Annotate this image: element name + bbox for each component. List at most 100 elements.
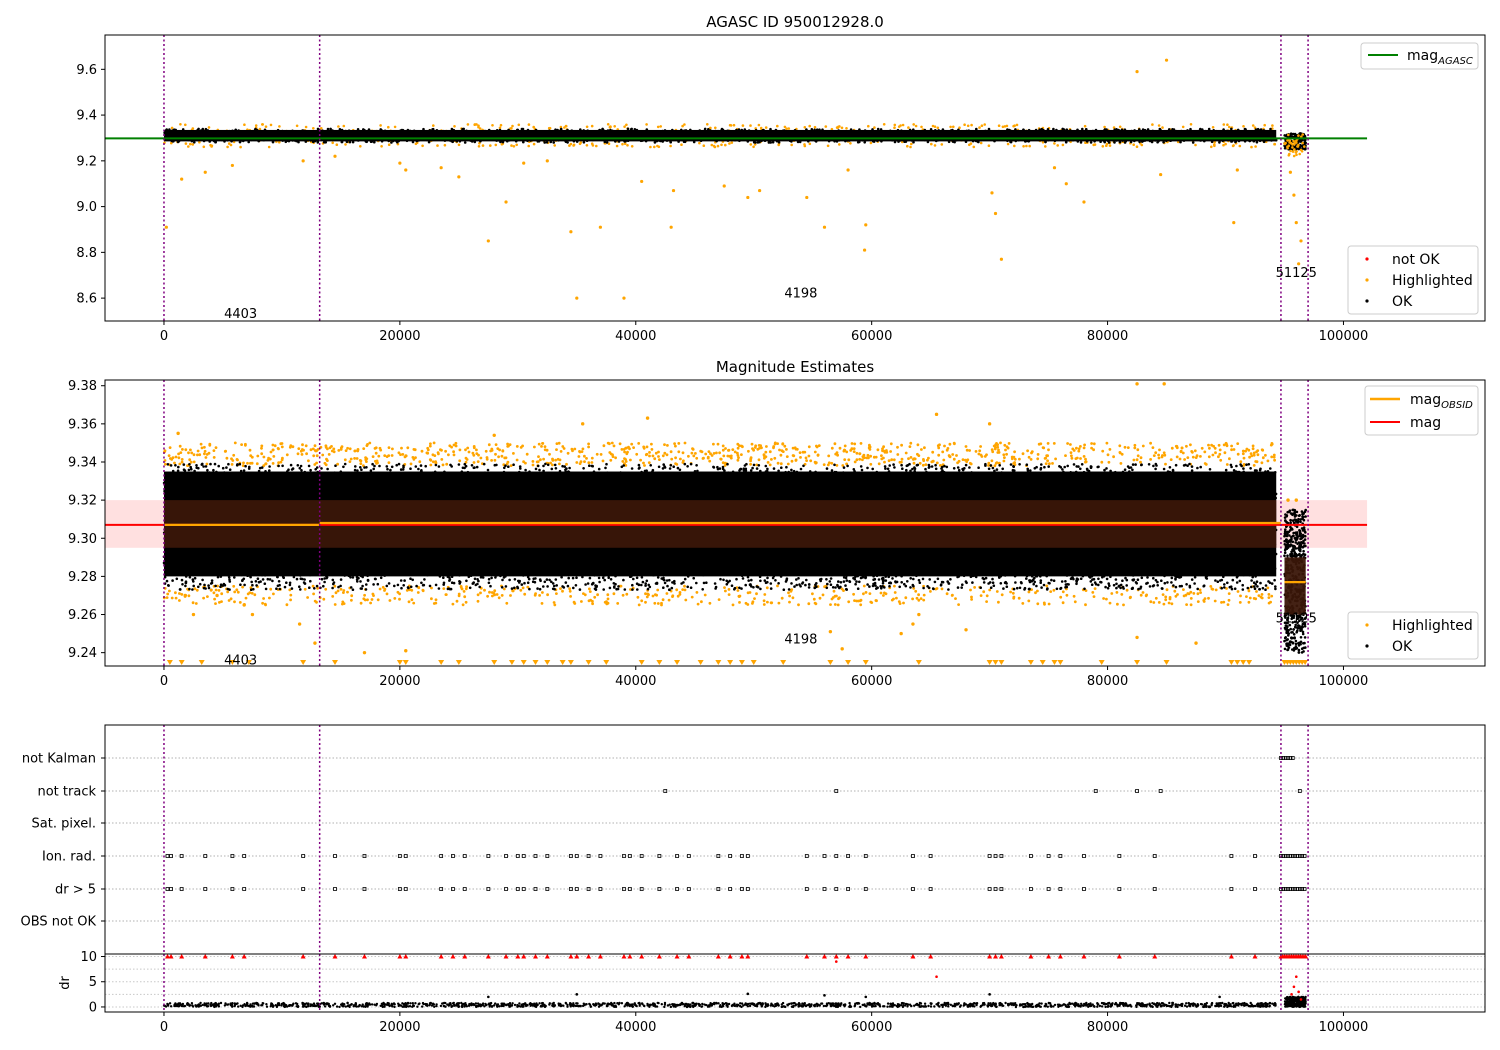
mag-highlighted-point [1255, 590, 1258, 593]
mag-highlighted-point [512, 452, 515, 455]
agasc-ok-point [849, 128, 853, 131]
agasc-ok-tail-point [1284, 134, 1288, 138]
mag-highlighted-point [246, 592, 250, 596]
mag-highlighted-point [855, 451, 859, 455]
mag-highlighted-point [677, 442, 681, 445]
agasc-ok-point [331, 129, 334, 132]
mag-highlighted-point [692, 454, 696, 458]
agasc-ok-point [429, 135, 433, 138]
mag-highlighted-point [1273, 458, 1276, 462]
mag-highlighted-point [430, 597, 433, 601]
mag-highlighted-point [1189, 597, 1193, 600]
mag-highlighted-point [666, 444, 669, 447]
mag-highlighted-point [407, 600, 411, 604]
agasc-highlighted-outlier [1159, 172, 1163, 177]
mag-highlighted-point [551, 463, 554, 467]
mag-ok-point [1079, 577, 1083, 580]
mag-highlighted-point [493, 589, 497, 593]
agasc-ok-point [889, 129, 892, 133]
mag-highlighted-point [727, 449, 730, 452]
mag-highlighted-point [644, 453, 648, 457]
agasc-highlighted-point [1061, 143, 1065, 147]
mag-highlighted-point [501, 449, 505, 453]
mag-highlighted-point [569, 595, 572, 598]
mag-highlighted-point [515, 445, 519, 448]
agasc-ok-point [599, 129, 603, 132]
mag-highlighted-point [869, 454, 872, 458]
agasc-ok-point [1064, 133, 1067, 136]
agasc-highlighted-point [790, 143, 793, 147]
mag-highlighted-point [708, 459, 712, 463]
mag-highlighted-point [210, 588, 213, 592]
agasc-ok-point [769, 127, 772, 131]
mag-highlighted-point [1077, 449, 1081, 453]
mag-highlighted-point [887, 459, 891, 463]
mag-ok-point [1160, 587, 1164, 590]
mag-highlighted-point [770, 601, 774, 605]
mag-highlighted-point [679, 457, 682, 461]
mag-highlighted-point [458, 448, 462, 452]
mag-highlighted-point [1251, 444, 1255, 448]
mag-highlighted-point [1230, 448, 1233, 452]
agasc-highlighted-point [1013, 124, 1016, 127]
agasc-ok-tail-point [1303, 141, 1307, 145]
mag-highlighted-point [916, 443, 920, 447]
agasc-highlighted-point [840, 126, 844, 130]
mag-highlighted-point [1252, 464, 1256, 467]
agasc-highlighted-point [680, 143, 683, 146]
mag-highlighted-point [418, 460, 422, 464]
agasc-ok-point [579, 128, 582, 131]
mag-highlighted-point [892, 458, 896, 462]
agasc-ok-point [937, 134, 941, 137]
mag-highlighted-point [189, 460, 193, 464]
mag-highlighted-point [178, 592, 181, 595]
agasc-ok-point [548, 129, 551, 133]
mag-highlighted-point [918, 461, 922, 465]
mag-highlighted-point [285, 453, 289, 457]
agasc-highlighted-point [304, 125, 308, 129]
mag-highlighted-point [541, 442, 545, 445]
agasc-ok-point [1014, 139, 1018, 143]
mag-highlighted-point [587, 442, 590, 446]
mag-ok-point [1255, 580, 1259, 583]
agasc-ok-point [552, 141, 555, 144]
mag-ok-point [630, 467, 634, 470]
mag-highlighted-point [184, 448, 188, 452]
mag-highlighted-point [736, 442, 740, 446]
agasc-ok-point [740, 130, 744, 134]
agasc-ok-point [926, 140, 930, 144]
mag-highlighted-point [565, 462, 568, 466]
mag-ok-point [203, 583, 206, 587]
agasc-ok-point [1162, 140, 1165, 144]
agasc-ok-point [228, 129, 231, 133]
agasc-ok-point [297, 133, 301, 136]
mag-ok-point [1170, 576, 1174, 580]
agasc-ok-point [633, 133, 636, 137]
mag-highlighted-point [196, 453, 199, 457]
mag-highlighted-point [1036, 457, 1040, 461]
agasc-highlighted-point [1006, 142, 1010, 146]
agasc-ok-point [304, 140, 308, 143]
mag-highlighted-point [805, 459, 808, 462]
agasc-ok-point [607, 135, 610, 138]
agasc-ok-point [697, 130, 701, 133]
agasc-ok-point [1060, 130, 1063, 133]
agasc-ok-point [997, 131, 1000, 135]
mag-highlighted-point [578, 462, 582, 465]
mag-highlighted-point [1228, 457, 1231, 461]
agasc-ok-point [448, 139, 452, 142]
agasc-ok-point [470, 135, 474, 138]
agasc-highlighted-point [824, 125, 828, 128]
agasc-y-tick-label: 8.8 [76, 246, 97, 261]
mag-highlighted-point [1189, 603, 1193, 607]
agasc-ok-point [721, 128, 725, 132]
mag-highlighted-point [332, 447, 336, 451]
agasc-ok-point [776, 130, 780, 134]
mag-highlighted-point [321, 453, 325, 457]
mag-highlighted-point [764, 450, 768, 454]
agasc-highlighted-outlier [758, 188, 762, 193]
agasc-ok-point [458, 140, 462, 143]
agasc-highlighted-point [933, 125, 937, 128]
agasc-obsid-label: 4198 [784, 287, 817, 302]
mag-highlighted-point [189, 448, 192, 452]
